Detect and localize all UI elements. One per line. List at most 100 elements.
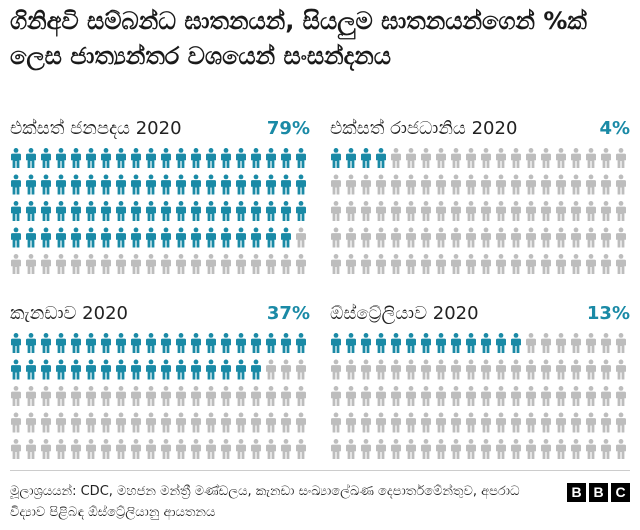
person-icon <box>421 227 431 248</box>
person-icon <box>221 439 231 459</box>
person-icon-highlighted <box>236 359 246 380</box>
panel-united-kingdom: එක්සත් රාජධානිය 2020 4% <box>330 118 630 274</box>
person-icon <box>511 148 521 168</box>
person-icon-highlighted <box>266 174 276 195</box>
person-icon-highlighted <box>41 227 51 248</box>
person-icon <box>556 254 566 274</box>
person-icon-highlighted <box>56 201 66 221</box>
person-icon-highlighted <box>221 174 231 195</box>
person-icon-highlighted <box>161 201 171 221</box>
person-icon <box>376 227 386 248</box>
person-icon <box>451 359 461 380</box>
person-icon-highlighted <box>296 333 306 353</box>
person-icon-highlighted <box>206 359 216 380</box>
person-icon <box>361 227 371 248</box>
person-icon-highlighted <box>331 333 341 353</box>
person-icon <box>556 439 566 459</box>
person-icon <box>496 254 506 274</box>
person-icon-highlighted <box>466 333 476 353</box>
person-icon <box>511 227 521 248</box>
person-icon-highlighted <box>191 227 201 248</box>
person-icon-highlighted <box>86 201 96 221</box>
person-icon <box>191 412 201 433</box>
person-icon <box>556 333 566 353</box>
person-icon <box>511 359 521 380</box>
person-icon-highlighted <box>56 227 66 248</box>
pictogram-grid <box>331 148 626 274</box>
person-icon <box>466 412 476 433</box>
person-icon-highlighted <box>101 148 111 168</box>
person-icon-highlighted <box>221 148 231 168</box>
person-icon <box>331 174 341 195</box>
person-icon <box>11 439 21 459</box>
person-icon <box>361 439 371 459</box>
person-icon-highlighted <box>71 174 81 195</box>
person-icon-highlighted <box>161 227 171 248</box>
person-icon <box>571 201 581 221</box>
person-icon-highlighted <box>41 201 51 221</box>
person-icon <box>296 386 306 406</box>
person-icon <box>361 254 371 274</box>
panel-united-states: එක්සත් ජනපදය 2020 79% <box>10 118 310 274</box>
person-icon-highlighted <box>161 359 171 380</box>
person-icon <box>481 174 491 195</box>
person-icon <box>451 439 461 459</box>
person-icon <box>466 386 476 406</box>
person-icon <box>161 386 171 406</box>
person-icon-highlighted <box>481 333 491 353</box>
person-icon <box>526 148 536 168</box>
person-icon-highlighted <box>71 148 81 168</box>
pictogram-grid <box>11 148 306 274</box>
person-icon <box>146 386 156 406</box>
person-icon-highlighted <box>191 174 201 195</box>
person-icon <box>451 412 461 433</box>
person-icon <box>221 386 231 406</box>
person-icon <box>361 359 371 380</box>
person-icon <box>421 148 431 168</box>
person-icon <box>206 386 216 406</box>
person-icon-highlighted <box>116 201 126 221</box>
person-icon-highlighted <box>146 227 156 248</box>
person-icon <box>11 386 21 406</box>
person-icon-highlighted <box>71 201 81 221</box>
person-icon <box>466 201 476 221</box>
person-icon <box>451 227 461 248</box>
person-icon-highlighted <box>281 333 291 353</box>
person-icon-highlighted <box>116 359 126 380</box>
person-icon <box>496 201 506 221</box>
person-icon <box>406 227 416 248</box>
person-icon-highlighted <box>346 148 356 168</box>
person-icon-highlighted <box>161 333 171 353</box>
person-icon-highlighted <box>116 333 126 353</box>
person-icon-highlighted <box>86 359 96 380</box>
person-icon-highlighted <box>421 333 431 353</box>
person-icon <box>526 254 536 274</box>
person-icon-highlighted <box>206 174 216 195</box>
person-icon <box>601 333 611 353</box>
person-icon-highlighted <box>281 148 291 168</box>
person-icon-highlighted <box>176 333 186 353</box>
person-icon-highlighted <box>236 227 246 248</box>
person-icon-highlighted <box>236 148 246 168</box>
person-icon-highlighted <box>176 359 186 380</box>
person-icon <box>601 359 611 380</box>
person-icon <box>406 174 416 195</box>
person-icon <box>331 386 341 406</box>
person-icon <box>391 412 401 433</box>
person-icon-highlighted <box>56 333 66 353</box>
person-icon <box>56 254 66 274</box>
person-icon <box>361 412 371 433</box>
person-icon <box>571 386 581 406</box>
person-icon <box>71 254 81 274</box>
person-icon-highlighted <box>26 201 36 221</box>
person-icon <box>496 386 506 406</box>
person-icon <box>56 386 66 406</box>
person-icon <box>481 359 491 380</box>
person-icon <box>571 439 581 459</box>
person-icon <box>251 386 261 406</box>
person-icon <box>56 412 66 433</box>
person-icon <box>266 254 276 274</box>
person-icon <box>481 201 491 221</box>
person-icon-highlighted <box>176 201 186 221</box>
person-icon-highlighted <box>191 359 201 380</box>
